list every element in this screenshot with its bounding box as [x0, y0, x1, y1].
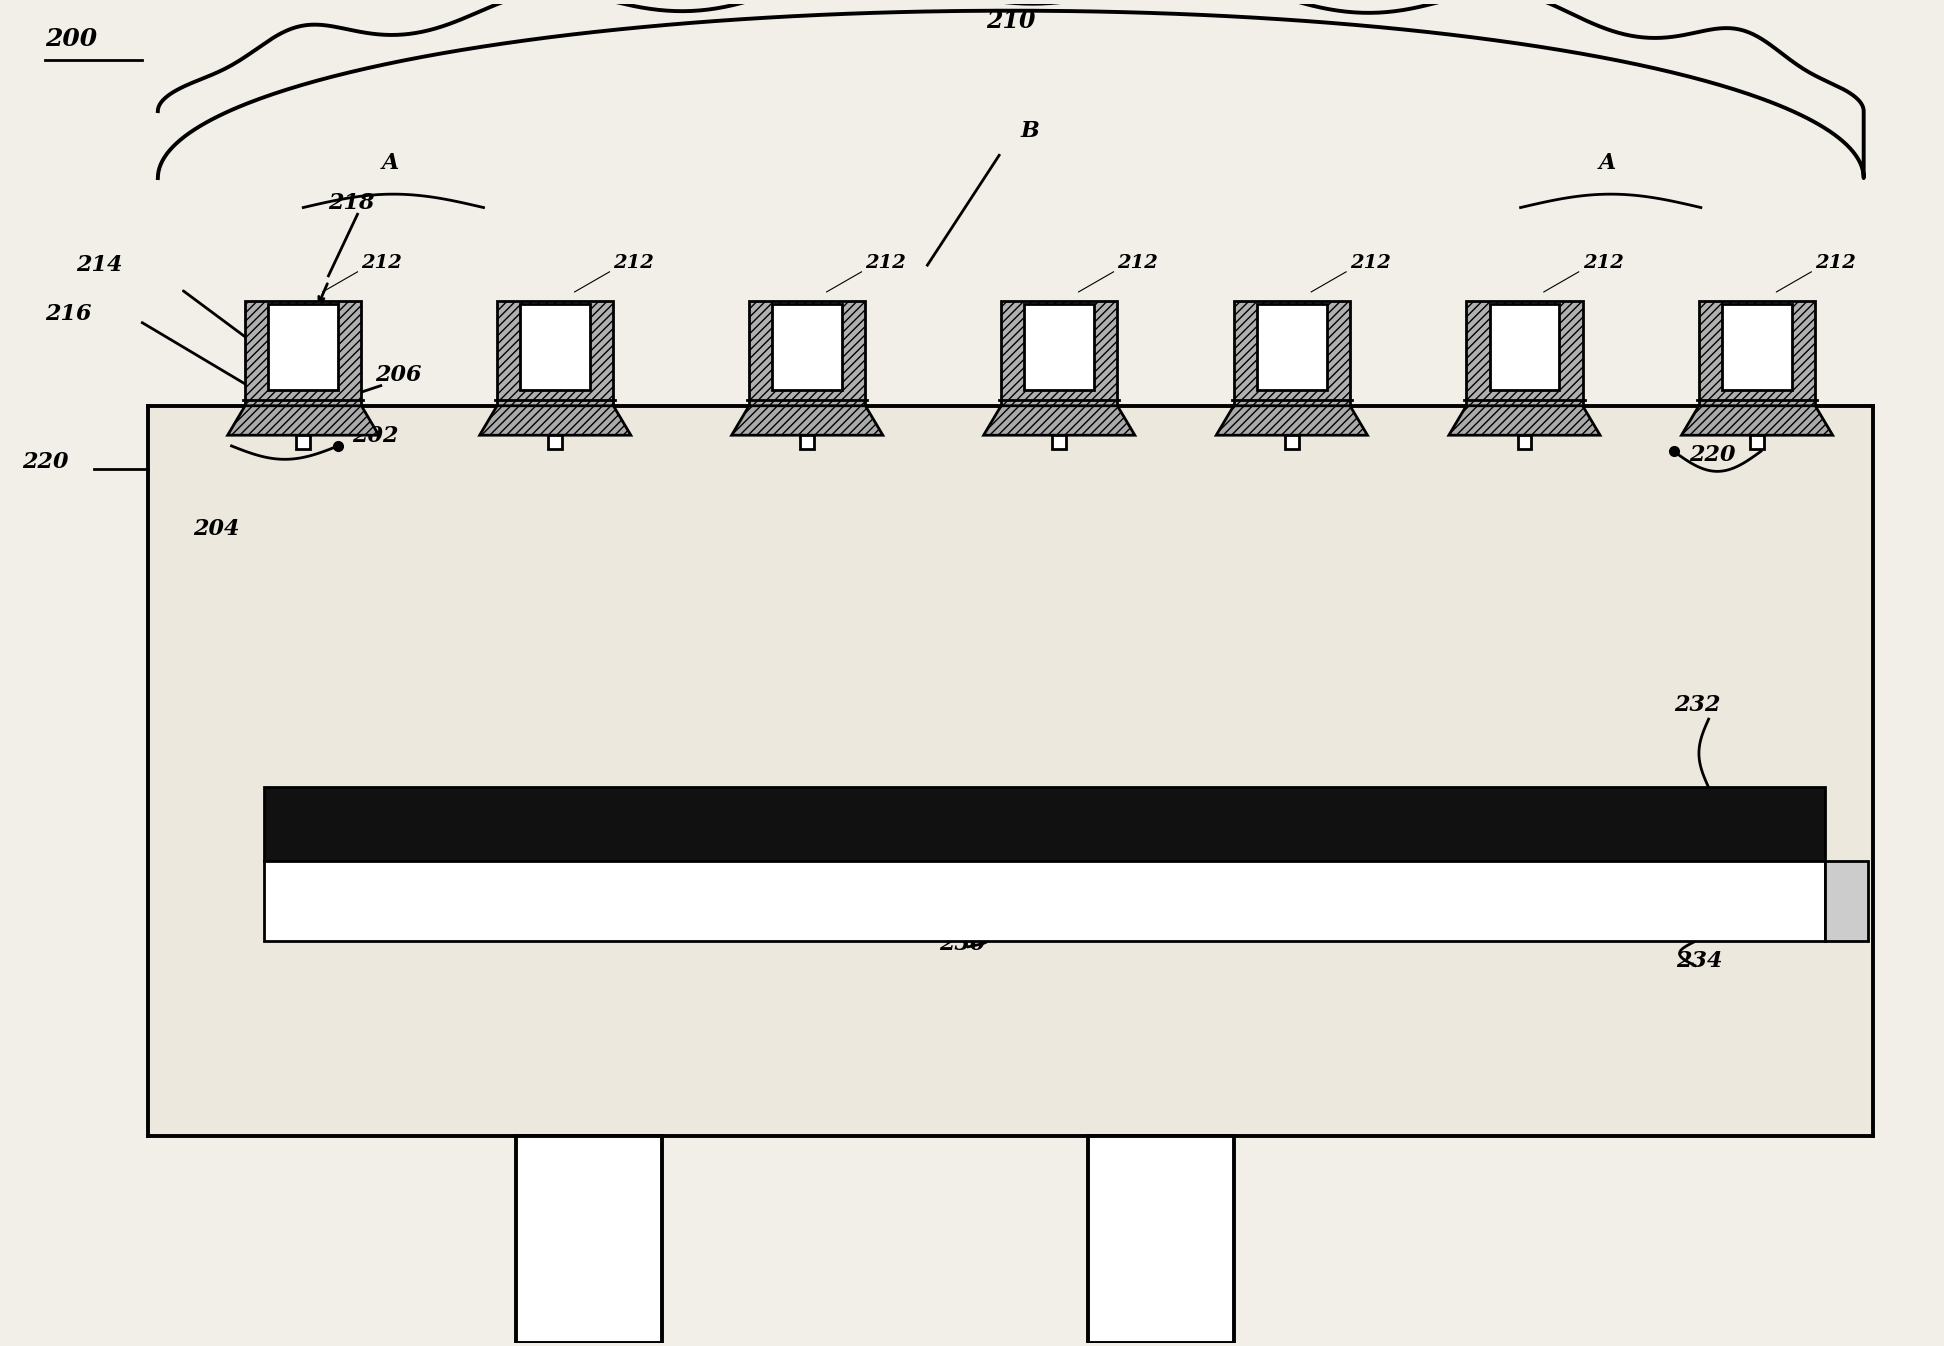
Text: 212: 212 — [1118, 254, 1159, 272]
FancyBboxPatch shape — [1518, 435, 1532, 448]
Text: 202: 202 — [352, 425, 399, 447]
Text: 216: 216 — [45, 303, 91, 326]
FancyBboxPatch shape — [1089, 1136, 1234, 1343]
FancyBboxPatch shape — [264, 787, 1825, 861]
FancyBboxPatch shape — [245, 302, 362, 405]
Text: 212: 212 — [1816, 254, 1857, 272]
FancyBboxPatch shape — [1825, 861, 1868, 941]
FancyBboxPatch shape — [1699, 302, 1816, 405]
Polygon shape — [1448, 405, 1600, 435]
FancyBboxPatch shape — [1285, 435, 1299, 448]
FancyBboxPatch shape — [1750, 435, 1763, 448]
FancyBboxPatch shape — [1258, 304, 1326, 390]
Polygon shape — [480, 405, 632, 435]
FancyBboxPatch shape — [1489, 304, 1559, 390]
FancyBboxPatch shape — [517, 1136, 661, 1343]
FancyBboxPatch shape — [498, 302, 614, 405]
FancyBboxPatch shape — [1722, 304, 1792, 390]
FancyBboxPatch shape — [264, 861, 1825, 941]
Text: 212: 212 — [1349, 254, 1390, 272]
FancyBboxPatch shape — [268, 304, 338, 390]
FancyBboxPatch shape — [548, 435, 562, 448]
FancyBboxPatch shape — [772, 304, 842, 390]
Text: 234: 234 — [1676, 950, 1722, 972]
FancyBboxPatch shape — [748, 302, 865, 405]
Text: 220: 220 — [1689, 444, 1736, 466]
Polygon shape — [1682, 405, 1833, 435]
FancyBboxPatch shape — [148, 405, 1874, 1136]
Text: 220: 220 — [21, 451, 68, 472]
Text: 212: 212 — [362, 254, 402, 272]
FancyBboxPatch shape — [1466, 302, 1582, 405]
Text: A: A — [1600, 152, 1615, 174]
Text: 210: 210 — [986, 9, 1036, 34]
Polygon shape — [1217, 405, 1367, 435]
FancyBboxPatch shape — [801, 435, 815, 448]
Text: 204: 204 — [192, 518, 239, 540]
Polygon shape — [984, 405, 1135, 435]
Text: 206: 206 — [375, 363, 422, 386]
Text: 212: 212 — [614, 254, 655, 272]
FancyBboxPatch shape — [521, 304, 591, 390]
FancyBboxPatch shape — [1052, 435, 1065, 448]
Text: A: A — [381, 152, 399, 174]
Text: 212: 212 — [1582, 254, 1623, 272]
Text: 230: 230 — [939, 933, 986, 954]
FancyBboxPatch shape — [1001, 302, 1118, 405]
Text: 214: 214 — [76, 254, 122, 276]
Text: B: B — [1021, 120, 1040, 141]
Text: 212: 212 — [865, 254, 906, 272]
Text: 218: 218 — [329, 192, 375, 214]
Text: 232: 232 — [1674, 695, 1720, 716]
Polygon shape — [227, 405, 379, 435]
FancyBboxPatch shape — [295, 435, 309, 448]
Polygon shape — [731, 405, 883, 435]
FancyBboxPatch shape — [1024, 304, 1094, 390]
Text: 200: 200 — [45, 27, 97, 51]
FancyBboxPatch shape — [1234, 302, 1349, 405]
